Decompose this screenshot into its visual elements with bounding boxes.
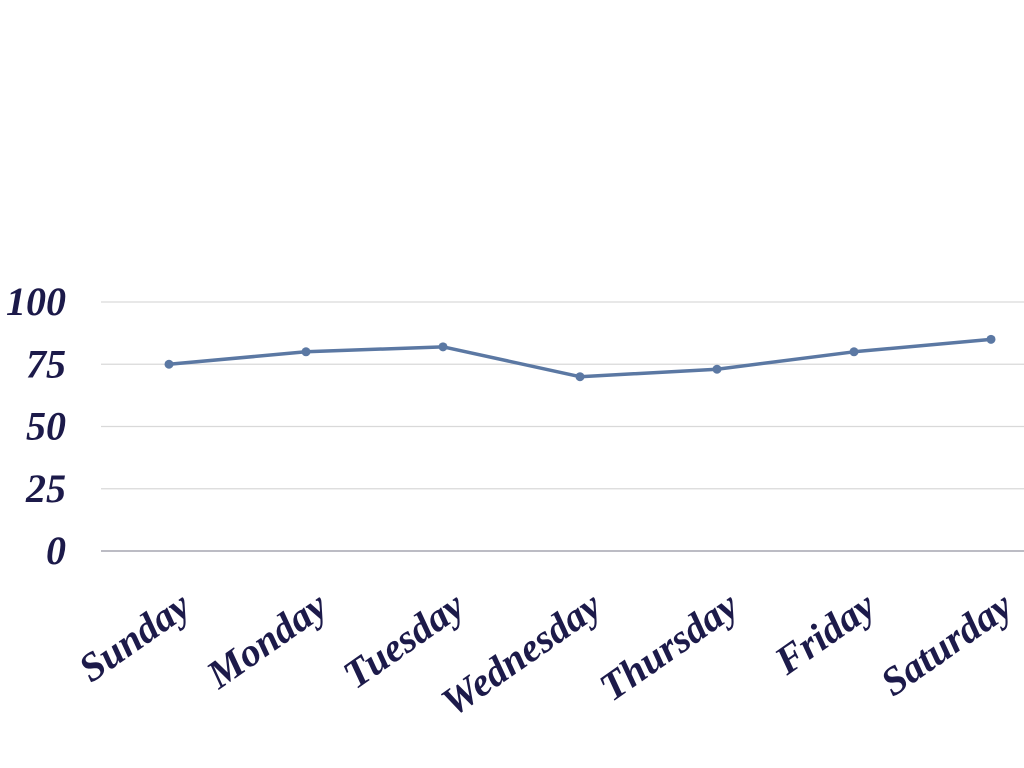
y-tick-label: 50 — [26, 404, 66, 449]
gridlines — [101, 301, 1024, 552]
data-point — [301, 347, 311, 357]
y-tick-label: 25 — [25, 466, 66, 511]
data-point — [438, 342, 448, 352]
x-tick-label: Sunday — [70, 582, 198, 690]
x-tick-label: Monday — [197, 582, 335, 697]
x-tick-label: Friday — [766, 582, 884, 683]
y-tick-label: 0 — [46, 528, 66, 573]
x-tick-label: Saturday — [872, 582, 1020, 704]
data-point — [575, 372, 585, 382]
series-line — [168, 337, 992, 379]
series-line-layer — [164, 334, 996, 382]
y-tick-label: 100 — [6, 279, 66, 324]
data-point — [986, 334, 996, 344]
data-point — [849, 347, 859, 357]
data-point — [712, 364, 722, 374]
y-axis-tick-labels: 0 25 50 75 100 — [6, 279, 66, 573]
x-tick-label: Thursday — [591, 582, 746, 710]
y-tick-label: 75 — [26, 341, 66, 386]
data-point — [164, 359, 174, 369]
